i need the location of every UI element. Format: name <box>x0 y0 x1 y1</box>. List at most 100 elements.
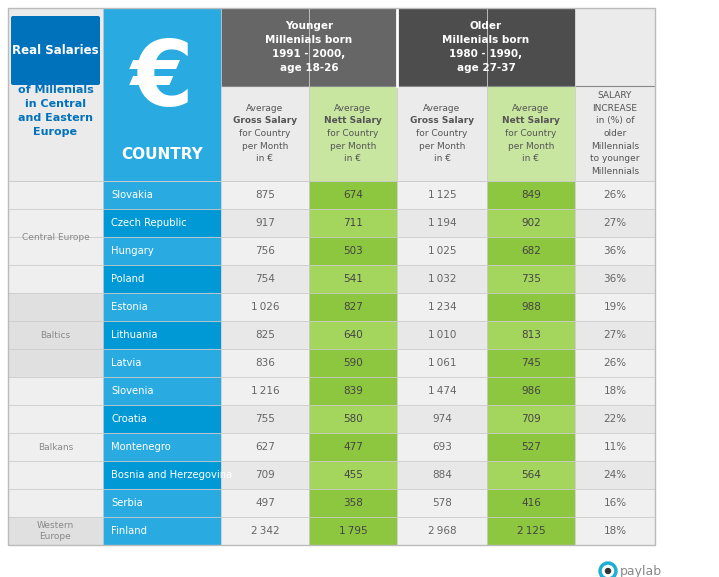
Bar <box>221 8 397 86</box>
Text: for Country: for Country <box>239 129 290 138</box>
Bar <box>221 321 309 349</box>
Bar <box>103 237 221 265</box>
Bar <box>221 293 309 321</box>
Bar <box>575 349 655 377</box>
Text: 416: 416 <box>521 498 541 508</box>
Circle shape <box>605 568 610 574</box>
Text: per Month: per Month <box>418 142 465 151</box>
Text: Serbia: Serbia <box>111 498 143 508</box>
Bar <box>397 405 487 433</box>
Text: Gross Salary: Gross Salary <box>410 116 474 125</box>
Text: 627: 627 <box>255 442 275 452</box>
Text: per Month: per Month <box>508 142 554 151</box>
Text: paylab: paylab <box>620 564 662 577</box>
Text: 682: 682 <box>521 246 541 256</box>
Bar <box>309 86 397 181</box>
Bar <box>221 433 309 461</box>
Bar <box>309 489 397 517</box>
Text: for Country: for Country <box>505 129 557 138</box>
Bar <box>487 321 575 349</box>
Bar <box>487 461 575 489</box>
Bar <box>487 265 575 293</box>
Bar <box>397 265 487 293</box>
Text: Average: Average <box>334 103 372 113</box>
Bar <box>221 181 309 209</box>
Text: Average: Average <box>423 103 461 113</box>
Text: Central Europe: Central Europe <box>22 233 89 242</box>
Text: in €: in € <box>257 155 273 163</box>
Bar <box>8 181 103 209</box>
Bar <box>221 237 309 265</box>
Text: 745: 745 <box>521 358 541 368</box>
Bar <box>8 293 103 321</box>
Text: Latvia: Latvia <box>111 358 142 368</box>
Text: Lithuania: Lithuania <box>111 330 157 340</box>
Text: €: € <box>131 37 193 125</box>
Bar <box>8 461 103 489</box>
Bar <box>8 237 103 265</box>
Text: Estonia: Estonia <box>111 302 147 312</box>
Bar <box>103 349 221 377</box>
Text: in (%) of: in (%) of <box>596 116 634 125</box>
Text: 18%: 18% <box>603 386 626 396</box>
Text: Slovenia: Slovenia <box>111 386 153 396</box>
Text: 754: 754 <box>255 274 275 284</box>
Bar <box>8 8 103 181</box>
Bar <box>397 489 487 517</box>
Bar <box>309 209 397 237</box>
Bar <box>309 181 397 209</box>
Text: 711: 711 <box>343 218 363 228</box>
Bar <box>103 8 221 181</box>
Bar <box>575 433 655 461</box>
Text: 640: 640 <box>343 330 363 340</box>
Bar <box>8 8 221 545</box>
Bar <box>309 377 397 405</box>
Bar <box>103 209 221 237</box>
Text: 709: 709 <box>521 414 541 424</box>
Bar <box>397 209 487 237</box>
Text: 1 032: 1 032 <box>428 274 457 284</box>
Bar <box>309 349 397 377</box>
Text: 836: 836 <box>255 358 275 368</box>
Bar <box>575 181 655 209</box>
Text: in €: in € <box>523 155 539 163</box>
Text: Balkans: Balkans <box>38 443 73 451</box>
Text: 590: 590 <box>343 358 363 368</box>
Bar <box>221 265 309 293</box>
Text: 813: 813 <box>521 330 541 340</box>
Text: Nett Salary: Nett Salary <box>324 116 382 125</box>
Bar <box>487 209 575 237</box>
Text: Croatia: Croatia <box>111 414 147 424</box>
Text: 19%: 19% <box>603 302 626 312</box>
Bar <box>221 209 309 237</box>
Bar <box>487 86 575 181</box>
Text: 22%: 22% <box>603 414 626 424</box>
Text: 27%: 27% <box>603 330 626 340</box>
Bar <box>103 517 221 545</box>
Bar <box>487 293 575 321</box>
Text: Western
Europe: Western Europe <box>37 521 74 541</box>
Text: 875: 875 <box>255 190 275 200</box>
Text: 24%: 24% <box>603 470 626 480</box>
Bar <box>487 349 575 377</box>
Text: 477: 477 <box>343 442 363 452</box>
Text: 674: 674 <box>343 190 363 200</box>
Text: per Month: per Month <box>330 142 376 151</box>
Bar <box>575 293 655 321</box>
Text: 11%: 11% <box>603 442 626 452</box>
Text: Slovakia: Slovakia <box>111 190 153 200</box>
Bar <box>221 349 309 377</box>
Text: 1 474: 1 474 <box>428 386 457 396</box>
Bar <box>487 237 575 265</box>
Bar <box>8 265 103 293</box>
Text: 825: 825 <box>255 330 275 340</box>
Bar <box>103 293 221 321</box>
Bar <box>397 86 487 181</box>
Text: Nett Salary: Nett Salary <box>502 116 560 125</box>
Text: 1 010: 1 010 <box>428 330 456 340</box>
Bar <box>8 349 103 377</box>
Circle shape <box>599 562 617 577</box>
Text: to younger: to younger <box>590 155 640 163</box>
Text: 827: 827 <box>343 302 363 312</box>
Text: COUNTRY: COUNTRY <box>121 147 203 162</box>
